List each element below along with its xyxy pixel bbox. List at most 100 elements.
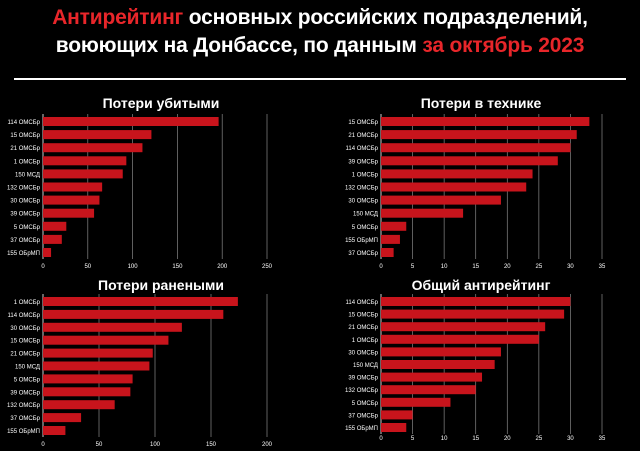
wounded-category-label: 37 ОМСБр <box>10 416 40 422</box>
killed-bar <box>43 195 100 205</box>
overall-bar <box>381 360 495 369</box>
wounded-bar <box>43 387 131 397</box>
wounded-bar <box>43 374 133 384</box>
equipment-tick-label: 20 <box>504 264 511 270</box>
title-highlight-1: Антирейтинг <box>52 6 184 29</box>
equipment-tick-label: 0 <box>379 264 383 270</box>
killed-category-label: 21 ОМСБр <box>10 146 40 152</box>
wounded-category-label: 5 ОМСБр <box>14 377 41 383</box>
wounded-category-label: 150 МСД <box>15 365 40 371</box>
killed-category-label: 150 МСД <box>15 172 40 178</box>
killed-bar <box>43 130 152 140</box>
overall-bar <box>381 372 483 382</box>
wounded-tick-label: 0 <box>41 442 45 448</box>
equipment-bar <box>381 130 577 140</box>
overall-category-label: 155 ОБрМП <box>345 426 378 432</box>
equipment-category-label: 132 ОМСБр <box>345 186 379 192</box>
overall-category-label: 37 ОМСБр <box>348 413 378 419</box>
overall-tick-label: 5 <box>411 436 415 442</box>
wounded-category-label: 21 ОМСБр <box>10 352 40 358</box>
overall-bar <box>381 334 539 344</box>
wounded-tick-label: 100 <box>150 442 161 448</box>
chart-title-killed: Потери убитыми <box>102 95 220 111</box>
equipment-tick-label: 30 <box>567 264 574 270</box>
overall-bar <box>381 322 546 332</box>
overall-bar <box>381 397 451 407</box>
overall-category-label: 150 МСД <box>353 363 378 369</box>
overall-bar <box>381 347 501 357</box>
wounded-category-label: 39 ОМСБр <box>10 390 40 396</box>
equipment-category-label: 155 ОБрМП <box>345 238 378 244</box>
killed-tick-label: 0 <box>41 264 45 270</box>
title-highlight-2: за октябрь 2023 <box>422 34 585 57</box>
killed-category-label: 1 ОМСБр <box>14 159 41 165</box>
killed-bar <box>43 143 143 153</box>
wounded-category-label: 132 ОМСБр <box>7 403 41 409</box>
overall-tick-label: 0 <box>379 436 383 442</box>
wounded-bar <box>43 322 182 332</box>
equipment-bar <box>381 248 394 257</box>
wounded-category-label: 30 ОМСБр <box>10 326 40 332</box>
wounded-category-label: 155 ОБрМП <box>7 429 40 435</box>
killed-bar <box>43 234 62 244</box>
title-divider <box>14 78 626 80</box>
killed-bar <box>43 117 219 126</box>
wounded-bar <box>43 348 153 358</box>
equipment-tick-label: 35 <box>599 264 606 270</box>
wounded-bar <box>43 361 150 371</box>
wounded-bar <box>43 335 169 345</box>
killed-category-label: 114 ОМСБр <box>7 120 40 126</box>
title-text-1: основных российских подразделений, <box>183 6 588 29</box>
wounded-tick-label: 200 <box>262 442 273 448</box>
equipment-tick-label: 15 <box>472 264 479 270</box>
killed-tick-label: 50 <box>84 264 91 270</box>
killed-tick-label: 100 <box>128 264 139 270</box>
equipment-bar <box>381 169 533 179</box>
equipment-bar <box>381 156 558 166</box>
wounded-tick-label: 150 <box>206 442 217 448</box>
overall-bar <box>381 385 476 395</box>
overall-category-label: 15 ОМСБр <box>348 313 378 319</box>
equipment-tick-label: 25 <box>536 264 543 270</box>
overall-tick-label: 35 <box>599 436 606 442</box>
equipment-category-label: 150 МСД <box>353 212 378 218</box>
killed-bar <box>43 208 95 218</box>
overall-category-label: 5 ОМСБр <box>352 401 379 407</box>
wounded-bar <box>43 413 82 423</box>
killed-category-label: 5 ОМСБр <box>14 225 41 231</box>
equipment-category-label: 39 ОМСБр <box>348 159 378 165</box>
overall-tick-label: 15 <box>472 436 479 442</box>
killed-bar <box>43 182 103 192</box>
overall-category-label: 21 ОМСБр <box>348 325 378 331</box>
killed-bar <box>43 221 67 231</box>
overall-category-label: 1 ОМСБр <box>352 338 379 344</box>
title-text-2: воюющих на Донбассе, по данным <box>55 34 423 57</box>
wounded-bar <box>43 426 66 435</box>
killed-tick-label: 200 <box>217 264 228 270</box>
equipment-bar <box>381 143 571 153</box>
overall-bar <box>381 423 407 432</box>
wounded-bar <box>43 400 115 410</box>
wounded-bar <box>43 309 224 319</box>
killed-category-label: 132 ОМСБр <box>7 186 41 192</box>
killed-bar <box>43 248 52 257</box>
killed-bar <box>43 169 123 179</box>
equipment-bar <box>381 182 527 192</box>
overall-category-label: 30 ОМСБр <box>348 350 378 356</box>
wounded-category-label: 15 ОМСБр <box>10 339 40 345</box>
overall-bar <box>381 309 565 319</box>
equipment-category-label: 37 ОМСБр <box>348 251 378 257</box>
overall-tick-label: 10 <box>441 436 448 442</box>
overall-category-label: 39 ОМСБр <box>348 376 378 382</box>
killed-category-label: 15 ОМСБр <box>10 133 40 139</box>
killed-category-label: 39 ОМСБр <box>10 212 40 218</box>
equipment-category-label: 21 ОМСБр <box>348 133 378 139</box>
killed-category-label: 155 ОБрМП <box>7 251 40 257</box>
chart-title-overall: Общий антирейтинг <box>411 277 551 293</box>
killed-category-label: 30 ОМСБр <box>10 199 40 205</box>
overall-category-label: 114 ОМСБр <box>345 300 378 306</box>
equipment-category-label: 1 ОМСБр <box>352 172 379 178</box>
equipment-category-label: 15 ОМСБр <box>348 120 378 126</box>
overall-tick-label: 25 <box>536 436 543 442</box>
